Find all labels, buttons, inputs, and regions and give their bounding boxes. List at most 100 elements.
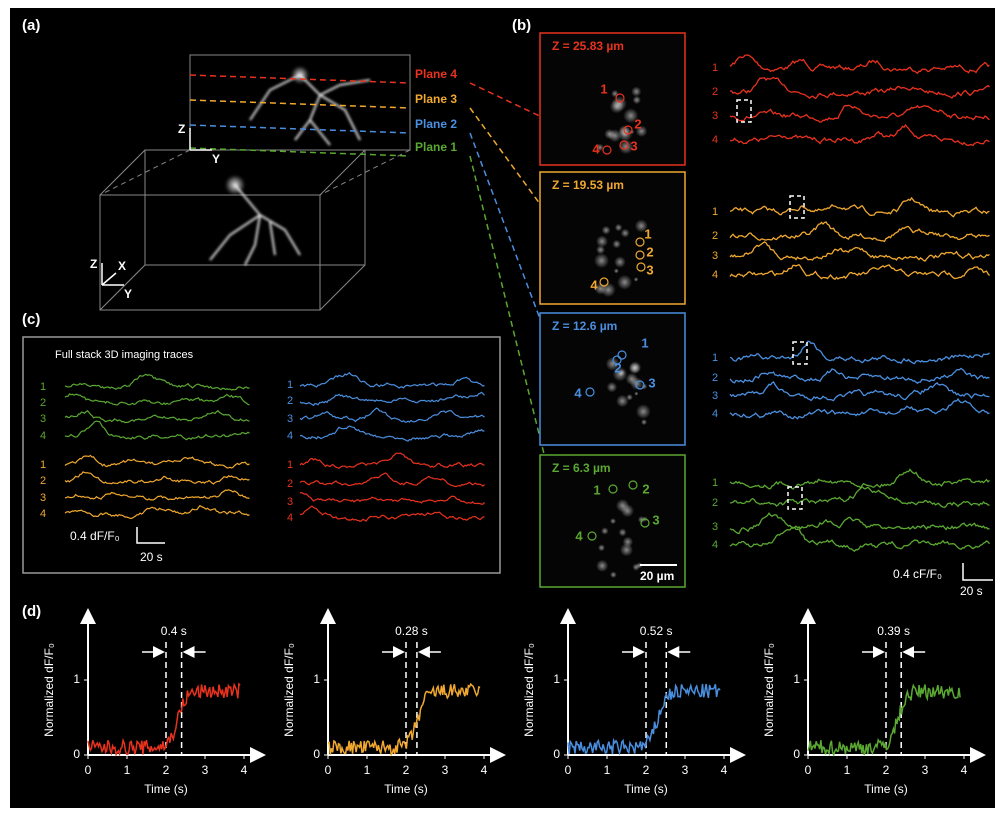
x-tick-label: 2 <box>643 763 650 777</box>
roi-label: 2 <box>634 116 641 131</box>
y-tick-label: 0 <box>313 747 320 761</box>
trace-label: 2 <box>712 86 718 98</box>
image-title: Z = 6.3 µm <box>552 461 611 475</box>
trace-label: 2 <box>287 395 293 407</box>
roi-label: 1 <box>593 482 600 497</box>
y-tick-label: 0 <box>793 747 800 761</box>
trace-label: 2 <box>712 497 718 509</box>
image-speckle <box>633 96 641 104</box>
x-tick-label: 4 <box>721 763 728 777</box>
x-tick-label: 4 <box>961 763 968 777</box>
figure-background <box>10 8 995 808</box>
x-tick-label: 3 <box>922 763 929 777</box>
plane-label: Plane 4 <box>415 67 457 81</box>
roi-label: 3 <box>652 512 659 527</box>
x-tick-label: 0 <box>565 763 572 777</box>
scale-label: 0.4 dF/F₀ <box>70 529 120 543</box>
trace-label: 4 <box>712 408 718 420</box>
image-speckle <box>610 518 616 524</box>
x-tick-label: 3 <box>682 763 689 777</box>
image-speckle <box>601 283 616 298</box>
image-speckle <box>621 504 634 517</box>
image-speckle <box>614 268 619 273</box>
x-tick-label: 0 <box>325 763 332 777</box>
roi-label: 2 <box>642 481 649 496</box>
trace-label: 1 <box>40 459 46 471</box>
plane-label: Plane 1 <box>415 140 457 154</box>
x-tick-label: 3 <box>202 763 209 777</box>
image-speckle <box>612 240 621 249</box>
image-speckle <box>601 527 609 535</box>
plane-label: Plane 2 <box>415 117 457 131</box>
plane-label: Plane 3 <box>415 92 457 106</box>
roi-label: 3 <box>630 138 637 153</box>
trace-label: 1 <box>40 381 46 393</box>
image-title: Z = 19.53 µm <box>552 178 624 192</box>
trace-label: 1 <box>712 352 718 364</box>
y-tick-label: 1 <box>73 672 80 686</box>
x-axis-label: Time (s) <box>144 782 188 796</box>
axis-glyph-label: X <box>118 259 126 273</box>
trace-label: 3 <box>40 413 46 425</box>
panel-label: (d) <box>22 603 41 620</box>
image-speckle <box>596 235 608 247</box>
image-speckle <box>598 544 605 551</box>
trace-label: 1 <box>712 62 718 74</box>
delay-label: 0.52 s <box>640 624 673 638</box>
x-tick-label: 1 <box>364 763 371 777</box>
image-speckle <box>594 253 609 268</box>
trace-label: 3 <box>712 250 718 262</box>
x-axis-label: Time (s) <box>864 782 908 796</box>
panel-label: (b) <box>512 17 531 34</box>
image-speckle <box>607 382 618 393</box>
trace-label: 3 <box>40 492 46 504</box>
scale-bar-label: 20 µm <box>640 569 674 583</box>
y-tick-label: 1 <box>553 672 560 686</box>
trace-label: 4 <box>287 430 293 442</box>
trace-label: 2 <box>40 397 46 409</box>
scale-label: 20 s <box>960 584 983 598</box>
image-title: Z = 12.6 µm <box>552 319 617 333</box>
x-axis-label: Time (s) <box>384 782 428 796</box>
image-speckle <box>636 404 651 419</box>
image-speckle <box>623 537 634 548</box>
roi-label: 3 <box>646 262 653 277</box>
image-title: Z = 25.83 µm <box>552 39 624 53</box>
roi-label: 4 <box>590 277 598 292</box>
image-speckle <box>596 560 608 572</box>
roi-label: 4 <box>575 528 583 543</box>
trace-label: 3 <box>287 496 293 508</box>
trace-label: 1 <box>287 459 293 471</box>
trace-label: 4 <box>712 539 718 551</box>
axis-glyph-label: Z <box>90 257 97 271</box>
image-speckle <box>614 256 626 268</box>
roi-label: 1 <box>644 226 651 241</box>
x-tick-label: 0 <box>85 763 92 777</box>
y-axis-label: Normalized dF/F₀ <box>762 643 776 737</box>
roi-label: 2 <box>614 360 621 375</box>
image-speckle <box>621 229 630 238</box>
trace-label: 1 <box>287 379 293 391</box>
x-tick-label: 4 <box>241 763 248 777</box>
x-tick-label: 0 <box>805 763 812 777</box>
figure: (a) (b) (c) (d) Full stack 3D imaging tr… <box>0 0 1005 817</box>
panel-label: (c) <box>22 311 40 328</box>
trace-label: 2 <box>712 230 718 242</box>
x-axis-label: Time (s) <box>624 782 668 796</box>
x-tick-label: 3 <box>442 763 449 777</box>
image-speckle <box>619 528 627 536</box>
x-tick-label: 2 <box>883 763 890 777</box>
image-speckle <box>631 87 641 97</box>
trace-label: 3 <box>287 413 293 425</box>
roi-label: 2 <box>646 244 653 259</box>
delay-label: 0.28 s <box>395 624 428 638</box>
panel-label: (a) <box>22 17 40 34</box>
page: (a) (b) (c) (d) Full stack 3D imaging tr… <box>0 0 1005 817</box>
axis-glyph-label: Z <box>178 122 185 136</box>
axis-glyph-label: Y <box>212 152 220 166</box>
trace-label: 2 <box>287 478 293 490</box>
trace-label: 3 <box>712 110 718 122</box>
trace-label: 1 <box>712 206 718 218</box>
x-tick-label: 2 <box>403 763 410 777</box>
x-tick-label: 4 <box>481 763 488 777</box>
